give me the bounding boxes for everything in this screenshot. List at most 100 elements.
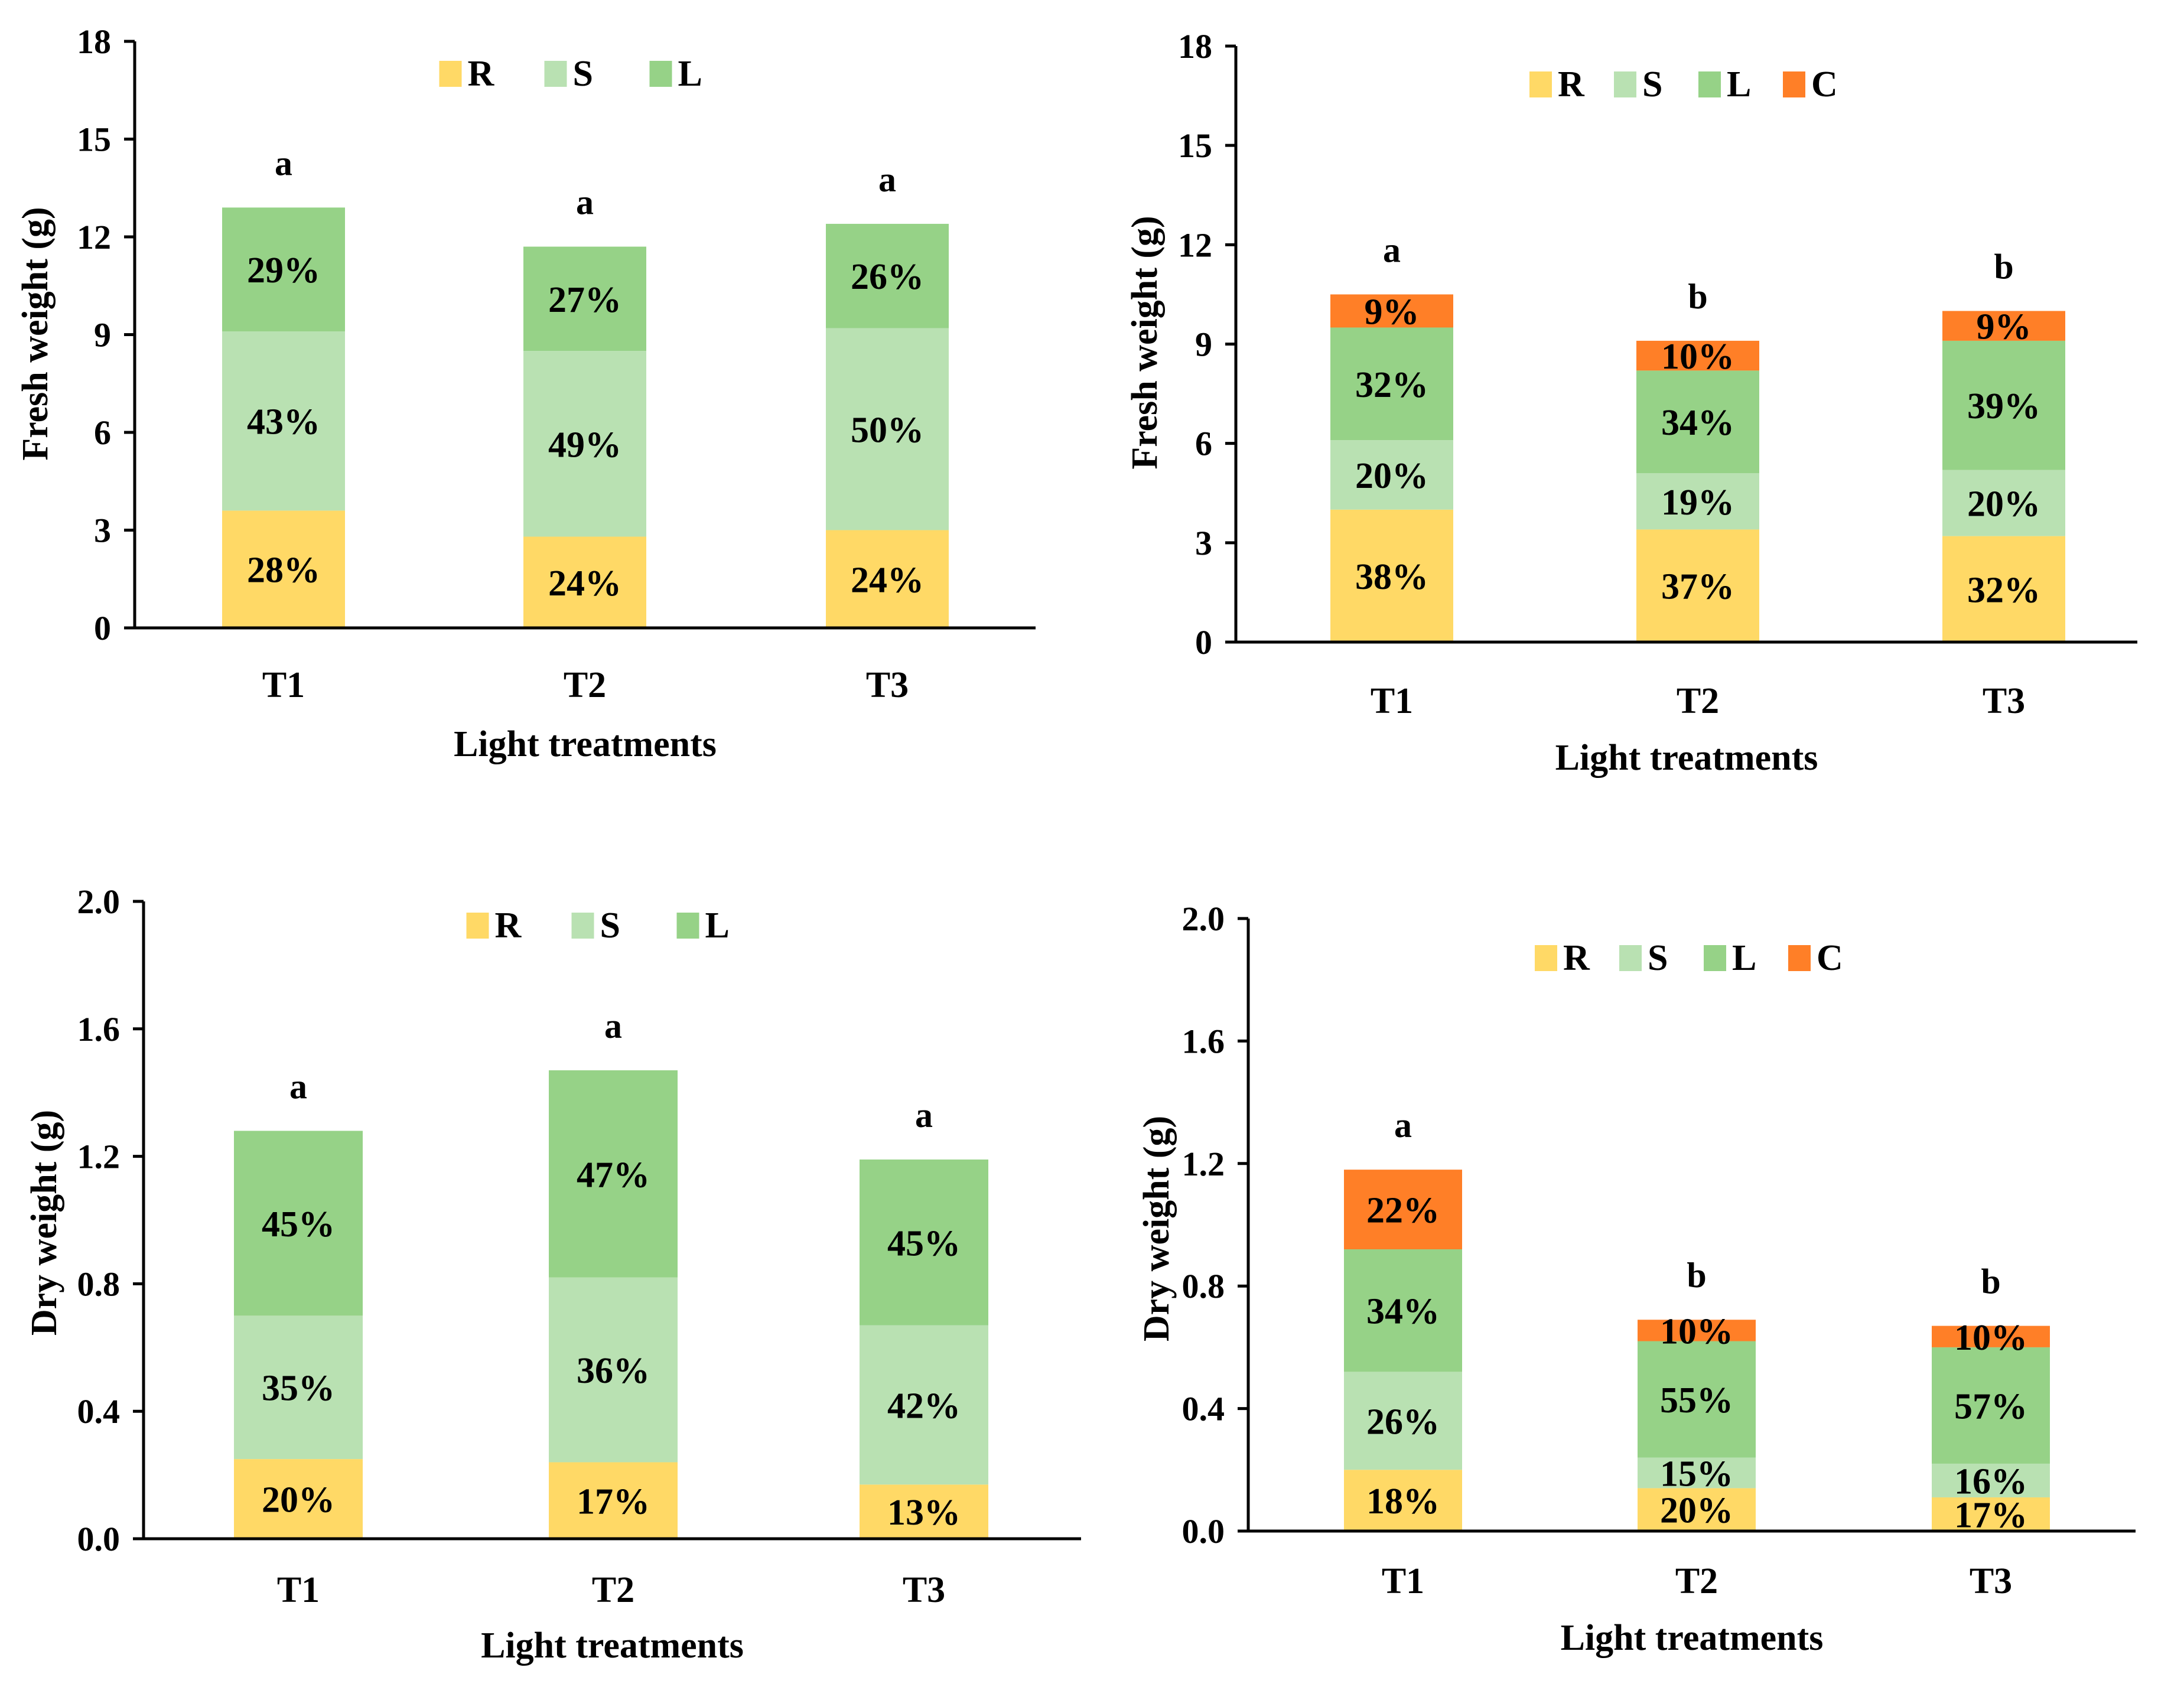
x-tick-label-T1: T1 [262, 665, 305, 705]
legend-swatch-C [1783, 71, 1805, 97]
legend-swatch-R [439, 61, 462, 87]
bar-segment-R-T1 [1344, 1470, 1462, 1531]
legend-label-R: R [1563, 938, 1590, 978]
x-tick-label-T3: T3 [1970, 1561, 2012, 1601]
bar-segment-S-T2 [1636, 473, 1759, 530]
legend-swatch-L [676, 913, 699, 939]
data-label-R-T2: 24% [548, 564, 621, 604]
significance-letter-T3: b [1981, 1262, 2000, 1301]
data-label-L-T3: 26% [851, 257, 924, 297]
y-tick-label: 1.2 [77, 1138, 121, 1176]
legend-swatch-L [1698, 71, 1721, 97]
y-tick-label: 6 [94, 413, 111, 452]
bar-segment-C-T3 [1932, 1326, 2050, 1347]
bar-segment-S-T3 [1942, 470, 2065, 536]
x-tick-label-T2: T2 [1677, 681, 1719, 721]
bar-segment-L-T2 [549, 1070, 678, 1278]
legend-label-R: R [495, 906, 522, 946]
x-axis-title: Light treatments [454, 724, 717, 764]
y-tick-label: 9 [94, 316, 111, 354]
legend-swatch-R [1535, 945, 1557, 971]
data-label-C-T2: 10% [1660, 1311, 1733, 1351]
bar-segment-L-T3 [860, 1159, 988, 1326]
data-label-S-T3: 50% [851, 410, 924, 450]
legend-label-R: R [1558, 64, 1585, 105]
data-label-R-T3: 32% [1967, 570, 2040, 610]
data-label-R-T1: 20% [262, 1480, 335, 1520]
data-label-L-T3: 45% [887, 1223, 961, 1263]
data-label-R-T2: 17% [577, 1481, 650, 1522]
data-label-L-T1: 29% [247, 250, 320, 291]
bar-segment-L-T1 [222, 207, 345, 331]
legend-swatch-L [1704, 945, 1726, 971]
bar-segment-S-T1 [1330, 440, 1453, 510]
x-axis-title: Light treatments [1555, 738, 1818, 778]
legend-label-L: L [1732, 938, 1756, 978]
bar-segment-C-T2 [1638, 1320, 1756, 1341]
legend-label-S: S [600, 906, 620, 946]
significance-letter-T3: b [1994, 247, 2013, 286]
significance-letter-T2: b [1688, 277, 1707, 316]
significance-letter-T3: a [915, 1096, 933, 1135]
y-tick-label: 0 [1195, 623, 1212, 662]
x-tick-label-T1: T1 [1382, 1561, 1424, 1601]
data-label-S-T2: 36% [577, 1351, 650, 1391]
significance-letter-T2: b [1687, 1256, 1706, 1295]
y-tick-label: 3 [1195, 524, 1212, 562]
bar-segment-R-T3 [1942, 536, 2065, 642]
y-tick-label: 18 [77, 22, 111, 61]
x-tick-label-T3: T3 [866, 665, 909, 705]
data-label-L-T2: 34% [1661, 403, 1734, 443]
legend-label-R: R [468, 54, 495, 94]
data-label-S-T1: 26% [1366, 1402, 1440, 1442]
fresh-weight-chart-left: 28% 43% 29% a T1 24% 49% 27% a T2 24% 50% 26% a T3 0 3 6 9… [15, 22, 1036, 764]
significance-letter-T3: a [878, 160, 896, 199]
y-tick-label: 1.2 [1182, 1145, 1225, 1183]
bar-segment-L-T2 [523, 246, 646, 351]
data-label-S-T3: 42% [887, 1386, 961, 1426]
data-label-R-T3: 13% [887, 1493, 961, 1533]
x-tick-label-T2: T2 [592, 1570, 634, 1610]
bar-segment-L-T1 [1344, 1249, 1462, 1372]
significance-letter-T1: a [275, 144, 292, 183]
legend-swatch-S [1614, 71, 1636, 97]
data-label-L-T1: 34% [1366, 1292, 1440, 1332]
bar-segment-L-T3 [1932, 1347, 2050, 1464]
legend-label-C: C [1811, 64, 1838, 105]
data-label-S-T2: 49% [548, 425, 621, 465]
data-label-C-T2: 10% [1661, 337, 1734, 377]
bar-segment-R-T1 [234, 1459, 363, 1539]
y-axis-title: Fresh weight (g) [1125, 216, 1165, 469]
y-tick-label: 0.0 [77, 1520, 121, 1558]
significance-letter-T2: a [576, 183, 594, 222]
y-axis-title: Dry weight (g) [24, 1110, 64, 1336]
legend-swatch-C [1788, 945, 1811, 971]
bar-segment-L-T3 [1942, 340, 2065, 470]
legend-label-S: S [573, 54, 593, 94]
y-tick-label: 2.0 [1182, 900, 1225, 938]
data-label-L-T3: 57% [1954, 1386, 2027, 1427]
significance-letter-T2: a [604, 1007, 622, 1046]
bar-segment-C-T1 [1330, 294, 1453, 328]
data-label-L-T2: 47% [577, 1155, 650, 1195]
bar-segment-S-T1 [222, 331, 345, 511]
y-tick-label: 0.4 [77, 1392, 121, 1431]
x-axis-title: Light treatments [1561, 1618, 1824, 1658]
y-tick-label: 0.4 [1182, 1390, 1225, 1428]
bar-segment-S-T2 [549, 1277, 678, 1463]
y-tick-label: 15 [1178, 126, 1212, 165]
data-label-C-T1: 9% [1365, 292, 1420, 332]
significance-letter-T1: a [289, 1067, 307, 1106]
data-label-L-T3: 39% [1967, 386, 2040, 426]
data-label-R-T3: 24% [851, 560, 924, 600]
y-tick-label: 0 [94, 609, 111, 647]
bar-segment-R-T2 [549, 1462, 678, 1539]
bar-segment-R-T2 [1638, 1488, 1756, 1531]
data-label-L-T2: 27% [548, 280, 621, 320]
y-tick-label: 3 [94, 512, 111, 550]
dry-weight-chart-left: 20% 35% 45% a T1 17% 36% 47% a T2 13% 42% 45% a T3 0.0 0… [24, 882, 1081, 1666]
